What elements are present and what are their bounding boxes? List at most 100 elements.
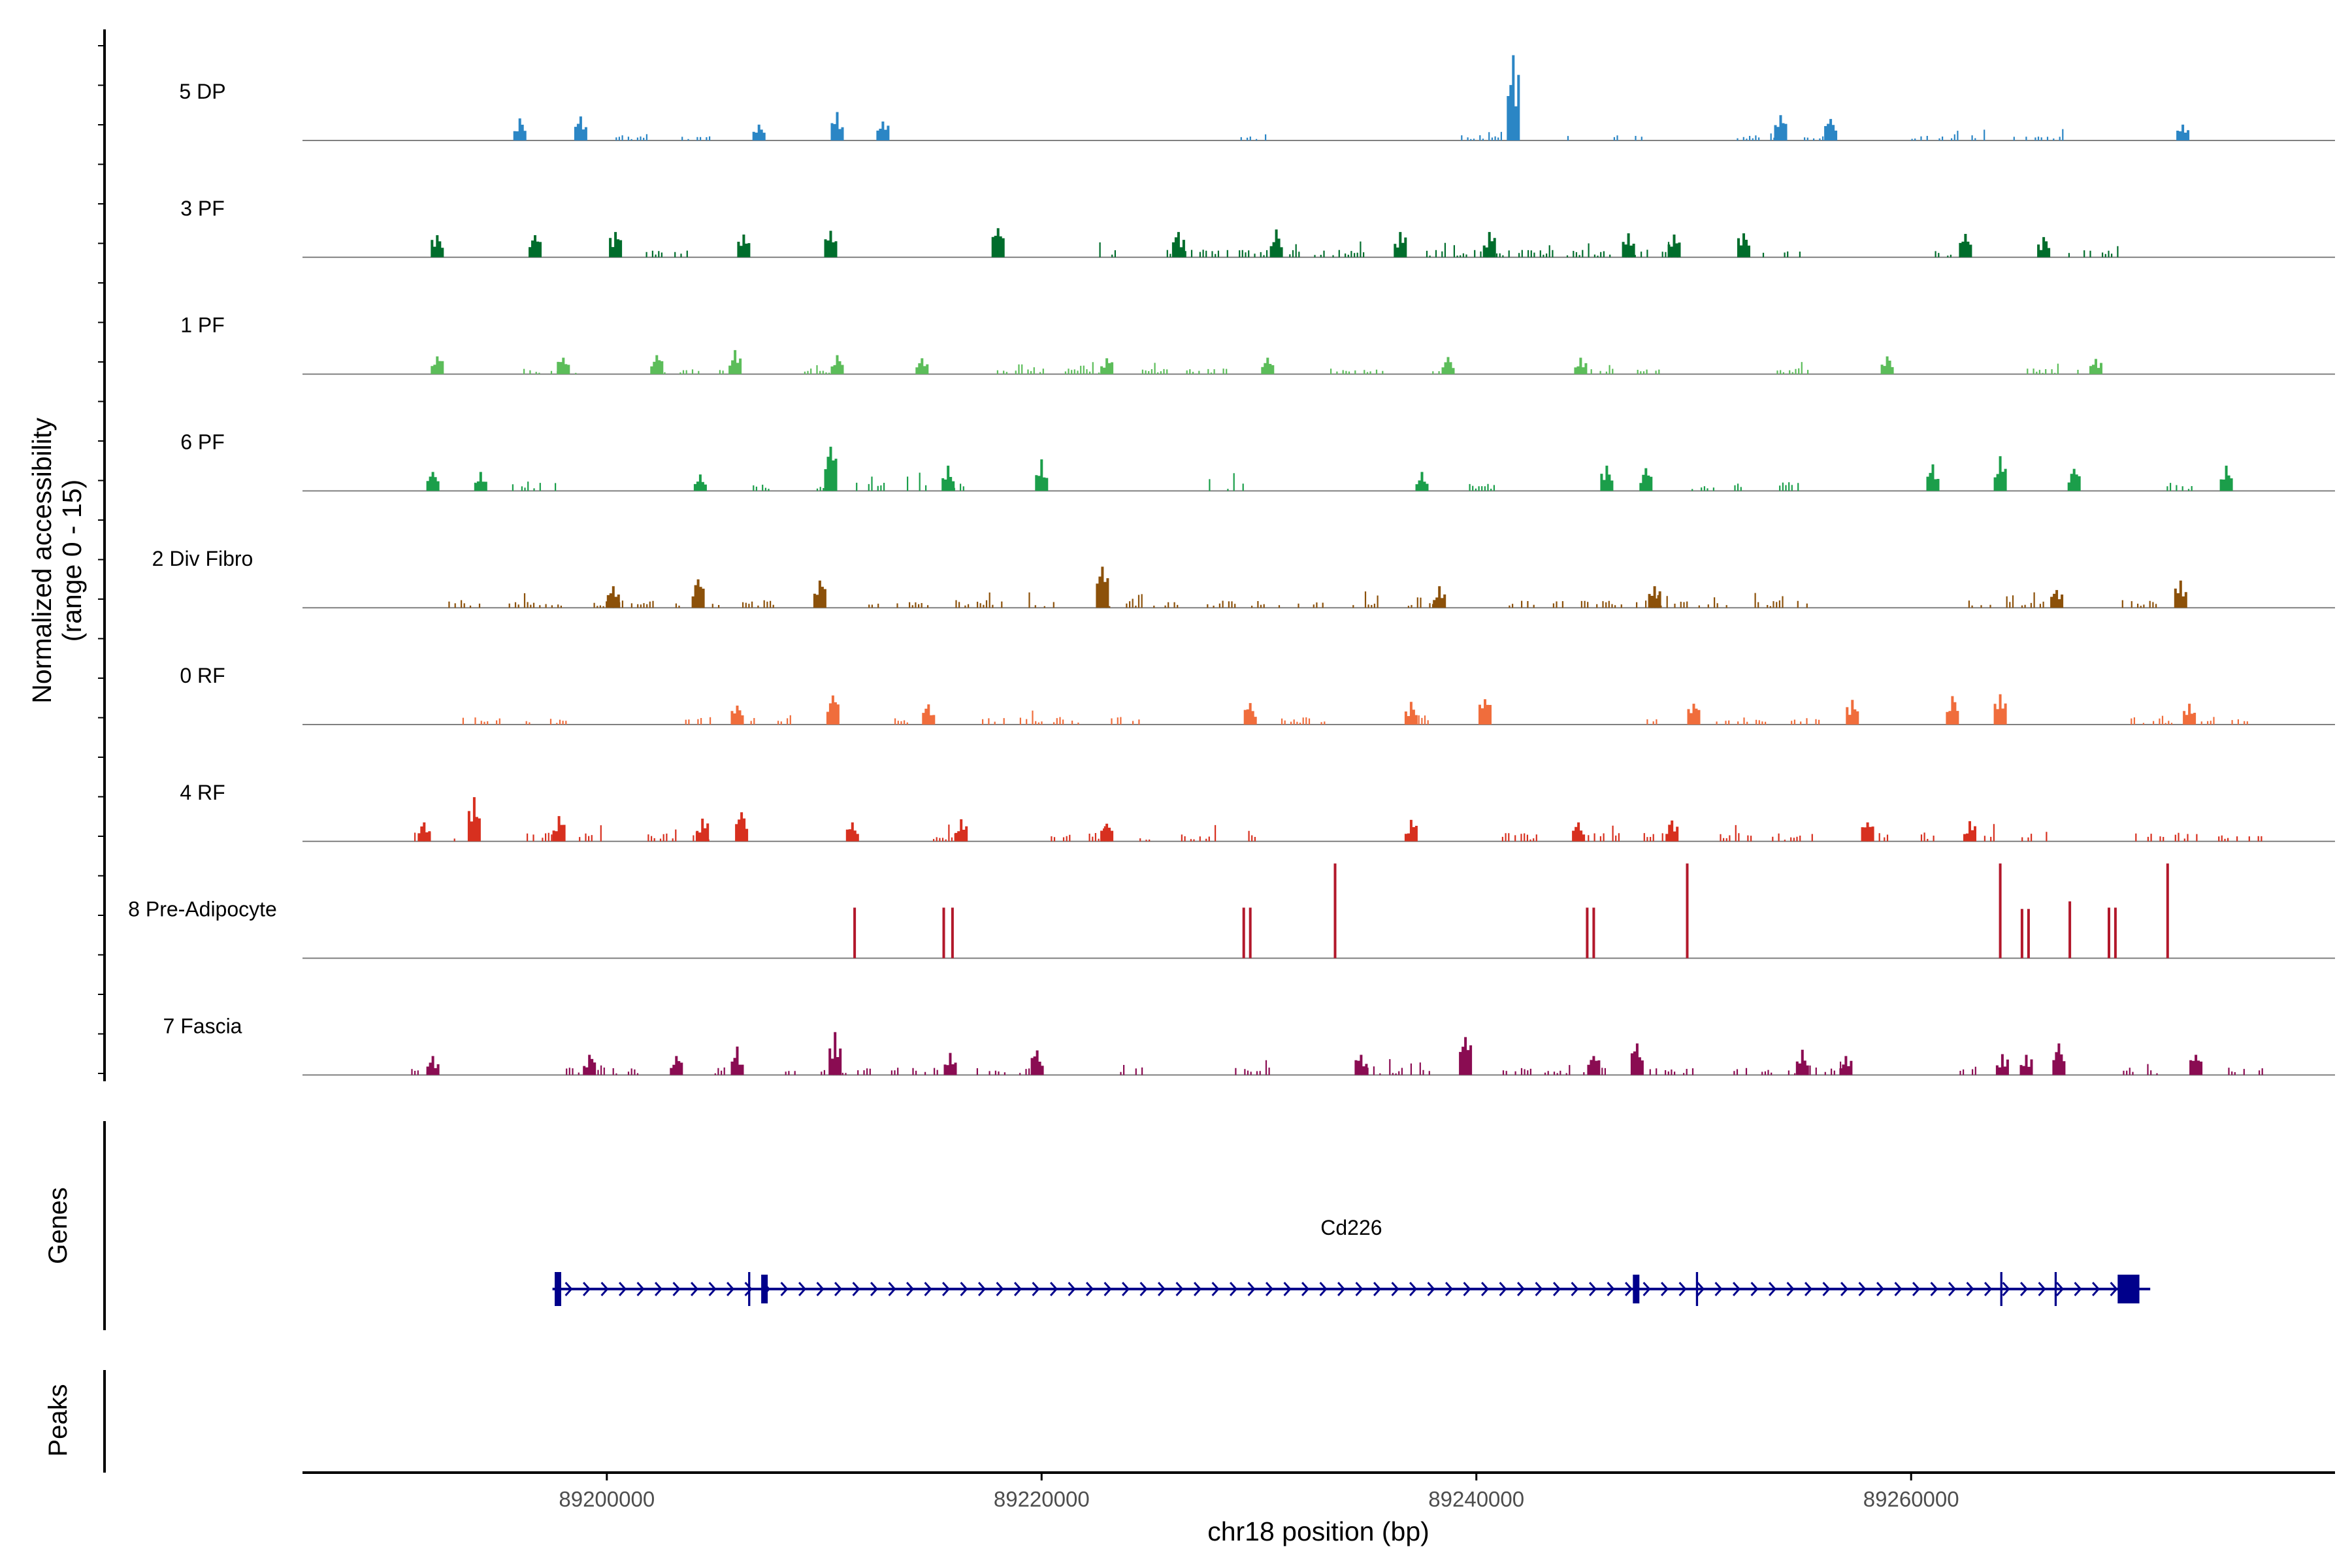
coverage-peak: [1999, 863, 2002, 958]
coverage-peak: [426, 1056, 440, 1075]
coverage-peak: [696, 819, 710, 841]
coverage-peak: [1995, 1054, 2009, 1075]
coverage-peak: [1587, 1056, 1601, 1075]
y-axis-title-line1: Normalized accessibility: [27, 417, 57, 704]
gene-exon: [1695, 1272, 1699, 1306]
gene-exon: [2117, 1275, 2140, 1303]
coverage-peak: [1861, 822, 1874, 841]
x-tick-label-2: 89220000: [994, 1487, 1090, 1511]
coverage-peak: [606, 586, 620, 608]
coverage-peak: [2068, 901, 2072, 958]
coverage-peak: [670, 1056, 683, 1075]
coverage-track: 1 PF: [180, 314, 2335, 375]
strand-arrows: [564, 1281, 2118, 1297]
coverage-peak: [2037, 237, 2051, 257]
coverage-peak: [813, 580, 826, 608]
y-axis-ticks: [98, 45, 105, 1074]
track-label: 2 Div Fibro: [152, 547, 253, 570]
coverage-peak: [1096, 566, 1109, 608]
coverage-peak: [691, 579, 705, 608]
coverage-peak: [1586, 907, 1589, 958]
coverage-peak: [431, 235, 444, 257]
coverage-peak: [1574, 357, 1588, 374]
coverage-peak: [1333, 863, 1337, 958]
coverage-peak: [1946, 696, 1959, 725]
coverage-signal: [523, 362, 2097, 374]
coverage-peak: [941, 465, 955, 491]
coverage-peak: [1667, 235, 1681, 257]
coverage-peak: [1600, 465, 1614, 491]
coverage-peak: [1993, 694, 2007, 725]
coverage-peak: [942, 907, 945, 958]
coverage-peak: [1993, 456, 2007, 491]
coverage-track: 8 Pre-Adipocyte: [128, 863, 2335, 959]
coverage-peak: [2019, 1054, 2033, 1075]
coverage-peak: [826, 695, 840, 725]
coverage-peak: [1824, 119, 1838, 140]
peaks-panel-title: Peaks: [44, 1384, 73, 1456]
coverage-track: 2 Div Fibro: [152, 547, 2335, 609]
coverage-peak: [735, 812, 749, 841]
coverage-peak: [426, 472, 440, 491]
coverage-peak: [1433, 586, 1446, 608]
coverage-peak: [853, 907, 857, 958]
coverage-peak: [752, 124, 766, 140]
coverage-peak: [1394, 232, 1407, 257]
coverage-track: 4 RF: [180, 781, 2335, 842]
coverage-peak: [1415, 472, 1429, 491]
coverage-signal: [462, 710, 2248, 725]
coverage-peak: [1737, 233, 1750, 257]
coverage-peak: [2219, 465, 2233, 491]
coverage-peak: [1243, 703, 1257, 725]
coverage-peak: [1404, 819, 1418, 841]
coverage-peak: [417, 822, 431, 841]
coverage-peak: [2114, 907, 2117, 958]
coverage-peak: [1100, 358, 1114, 374]
coverage-peak: [876, 122, 890, 140]
coverage-track: 7 Fascia: [163, 1014, 2335, 1076]
coverage-peak: [474, 472, 487, 491]
coverage-peak: [2089, 359, 2102, 374]
x-tick-label-3: 89240000: [1428, 1487, 1524, 1511]
genes-panel-title: Genes: [44, 1187, 73, 1264]
gene-name-label: Cd226: [1320, 1216, 1382, 1239]
coverage-peak: [737, 235, 751, 257]
coverage-peak: [552, 816, 566, 841]
coverage-peak: [1404, 702, 1418, 725]
track-label: 0 RF: [180, 664, 225, 687]
coverage-peak: [730, 706, 744, 725]
coverage-peak: [2176, 124, 2190, 140]
gene-exon: [1633, 1275, 1640, 1303]
y-axis-title-line2: (range 0 - 15): [57, 480, 87, 642]
coverage-track: 5 DP: [179, 55, 2335, 141]
gene-exon: [2054, 1272, 2057, 1306]
track-label: 1 PF: [180, 314, 225, 337]
coverage-peak: [1959, 234, 1972, 257]
track-label: 4 RF: [180, 781, 225, 804]
coverage-peak: [1846, 700, 1859, 725]
coverage-peak: [1482, 232, 1496, 257]
coverage-peak: [1269, 229, 1283, 257]
coverage-peak: [728, 350, 742, 374]
coverage-peak: [1100, 823, 1114, 841]
coverage-peak: [2108, 907, 2110, 958]
coverage-signal: [414, 824, 2262, 841]
coverage-peak: [1592, 907, 1595, 958]
coverage-signal: [645, 241, 2119, 257]
coverage-peak: [1249, 907, 1252, 958]
coverage-peak: [830, 355, 844, 374]
gene-exon: [761, 1275, 768, 1303]
coverage-peak: [828, 1032, 842, 1075]
coverage-peak: [824, 231, 838, 257]
coverage-peak: [513, 118, 527, 140]
coverage-peak: [431, 356, 444, 374]
coverage-peak: [1648, 586, 1661, 608]
coverage-peak: [1795, 1049, 1809, 1075]
coverage-peak: [1880, 356, 1894, 374]
coverage-peak: [915, 358, 929, 374]
coverage-peak: [1665, 820, 1679, 841]
coverage-peak: [951, 907, 954, 958]
coverage-peak: [991, 228, 1005, 257]
gene-exon: [2000, 1272, 2002, 1306]
